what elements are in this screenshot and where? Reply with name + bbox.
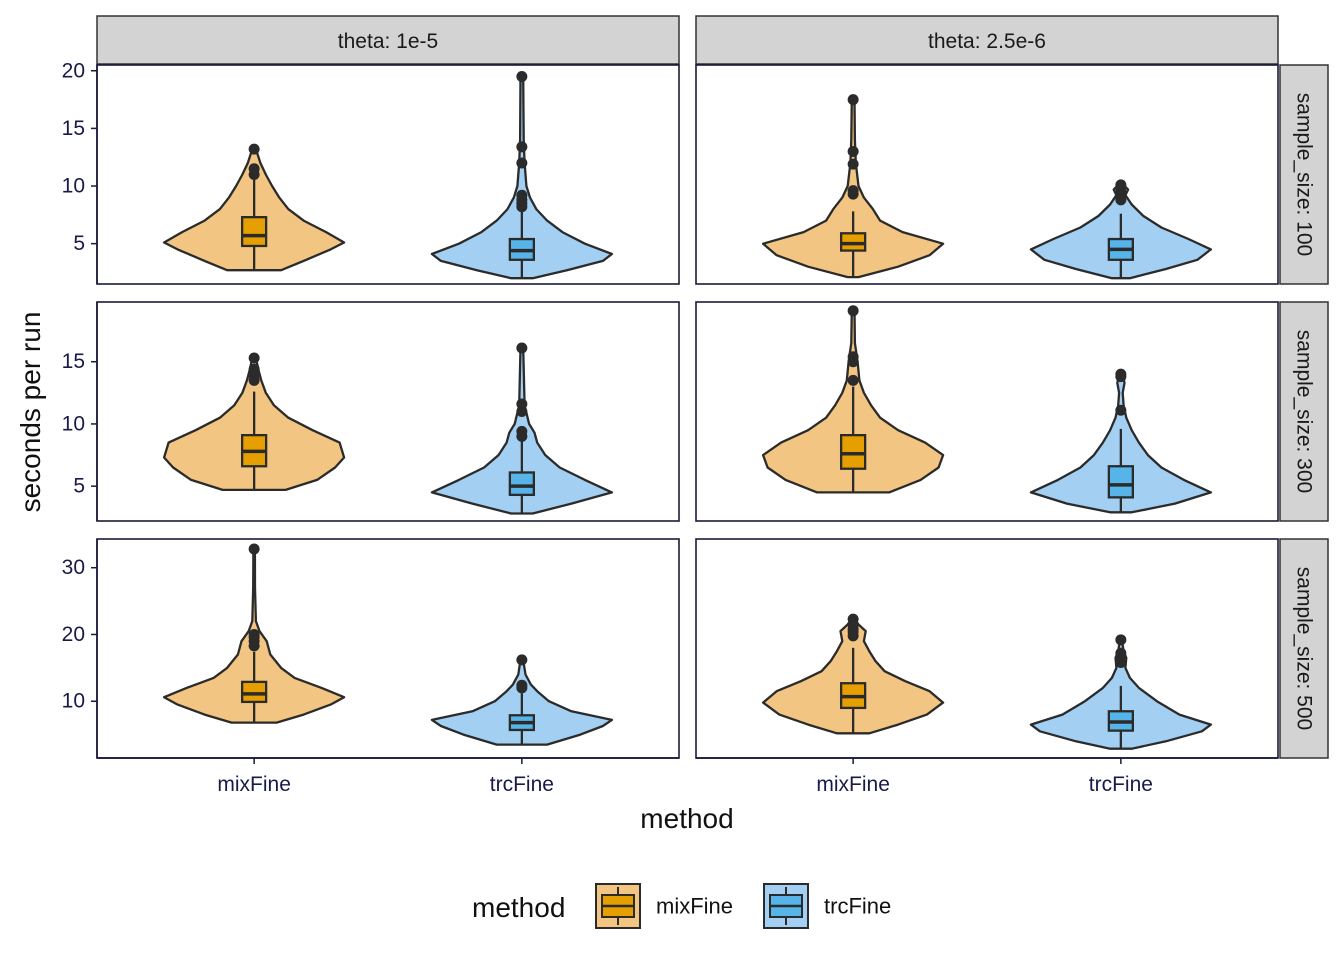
box-trcFine: [1107, 465, 1135, 499]
y-tick-label: 15: [62, 117, 85, 140]
x-axis-title: method: [640, 803, 733, 834]
outlier-point: [847, 351, 859, 363]
x-tick-label: trcFine: [1089, 773, 1153, 796]
outlier-point: [248, 628, 260, 640]
panel-r1-c1: [96, 64, 680, 285]
outlier-point: [516, 189, 528, 201]
panel-r3-c2: [695, 538, 1279, 759]
facet-strip-row-2: [1279, 301, 1329, 522]
outlier-point: [847, 185, 859, 197]
legend-title: method: [472, 892, 565, 923]
outlier-point: [516, 398, 528, 410]
outlier-point: [1115, 634, 1127, 646]
panel-r3-c1: [96, 538, 680, 759]
facet-strip-row-label: sample_size: 500: [1293, 567, 1316, 730]
outlier-point: [516, 679, 528, 691]
panel-r2-c2: [695, 301, 1279, 522]
y-tick-label: 20: [62, 623, 85, 646]
y-axis-title: seconds per run: [15, 312, 46, 513]
outlier-point: [516, 654, 528, 666]
outlier-point: [1115, 368, 1127, 380]
y-tick-label: 20: [62, 59, 85, 82]
outlier-point: [847, 94, 859, 106]
y-tick-label: 15: [62, 350, 85, 373]
outlier-point: [1115, 647, 1127, 659]
y-tick-label: 10: [62, 690, 85, 713]
outlier-point: [516, 342, 528, 354]
x-tick-label: trcFine: [490, 773, 554, 796]
y-tick-label: 10: [62, 175, 85, 198]
legend-label: trcFine: [824, 894, 891, 919]
box-mixFine: [240, 680, 268, 704]
outlier-point: [1115, 179, 1127, 191]
outlier-point: [516, 141, 528, 153]
x-tick-label: mixFine: [217, 773, 291, 796]
box-trcFine: [508, 471, 536, 497]
y-tick-label: 30: [62, 556, 85, 579]
facet-strip-col-2: [695, 15, 1279, 65]
outlier-point: [248, 143, 260, 155]
y-tick-label: 10: [62, 412, 85, 435]
y-tick-label: 5: [73, 232, 85, 255]
y-tick-label: 5: [73, 475, 85, 498]
outlier-point: [248, 163, 260, 175]
box-mixFine: [240, 215, 268, 248]
outlier-point: [516, 71, 528, 83]
facet-strip-col-1: [96, 15, 680, 65]
legend: method mixFine trcFine: [472, 883, 891, 929]
facet-strip-col-label: theta: 2.5e-6: [928, 30, 1046, 53]
outlier-point: [248, 352, 260, 364]
outlier-point: [248, 543, 260, 555]
outlier-point: [248, 363, 260, 375]
legend-item-mixFine: mixFine: [595, 883, 733, 929]
outlier-point: [516, 425, 528, 437]
facet-strip-row-label: sample_size: 100: [1293, 93, 1316, 256]
legend-item-trcFine: trcFine: [763, 883, 891, 929]
outlier-point: [847, 305, 859, 317]
outlier-point: [516, 157, 528, 169]
facet-strip-col-label: theta: 1e-5: [338, 30, 438, 53]
outlier-point: [847, 158, 859, 170]
facet-strip-row-label: sample_size: 300: [1293, 330, 1316, 493]
outlier-point: [1115, 404, 1127, 416]
facet-strip-row-1: [1279, 64, 1329, 285]
x-tick-label: mixFine: [816, 773, 890, 796]
facet-strip-row-3: [1279, 538, 1329, 759]
panel-r2-c1: [96, 301, 680, 522]
box-mixFine: [839, 433, 867, 470]
outlier-point: [847, 374, 859, 386]
outlier-point: [847, 613, 859, 625]
panel-r1-c2: [695, 64, 1279, 285]
outlier-point: [847, 145, 859, 157]
legend-label: mixFine: [656, 894, 733, 919]
